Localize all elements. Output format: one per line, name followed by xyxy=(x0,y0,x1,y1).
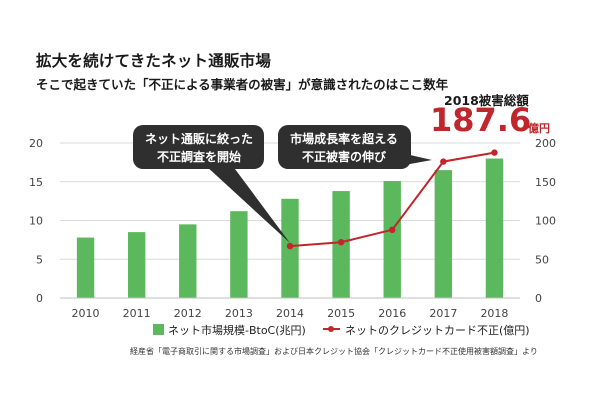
x-tick-label: 2014 xyxy=(276,307,304,320)
x-tick-label: 2010 xyxy=(72,307,100,320)
y-left-tick-label: 15 xyxy=(29,176,43,189)
bar xyxy=(127,232,146,298)
callout-left-line-2: 不正調査を開始 xyxy=(157,149,241,164)
y-right-tick-label: 150 xyxy=(535,176,556,189)
legend-line-marker xyxy=(328,326,334,332)
legend-line-label: ネットのクレジットカード不正(億円) xyxy=(345,324,530,337)
axes: 2010 2011 2012 2013 2014 2015 2016 2017 20180510… xyxy=(29,137,556,320)
x-tick-label: 2013 xyxy=(225,307,253,320)
chart-subtitle: そこで起きていた「不正による事業者の被害」が意識されたのはここ数年 xyxy=(36,77,449,92)
x-tick-label: 2016 xyxy=(378,307,406,320)
legend-bar-label: ネット市場規模-BtoC(兆円) xyxy=(168,323,306,337)
y-right-tick-label: 50 xyxy=(535,253,549,266)
callout-right-line-2: 不正被害の伸び xyxy=(302,149,387,164)
y-right-tick-label: 200 xyxy=(535,137,556,150)
damage-total-label: 2018被害総額 xyxy=(444,93,529,108)
source-note: 経産省「電子商取引に関する市場調査」および日本クレジット協会「クレジットカード不… xyxy=(130,347,538,356)
line-point xyxy=(440,158,447,165)
bar xyxy=(76,237,95,298)
callout-left-line-1: ネット通販に絞った xyxy=(145,131,253,146)
damage-total-value: 187.6 xyxy=(430,101,532,139)
x-tick-label: 2017 xyxy=(429,307,457,320)
y-left-tick-label: 20 xyxy=(29,137,43,150)
x-tick-label: 2011 xyxy=(123,307,151,320)
line-series xyxy=(286,149,498,250)
legend-bar-swatch xyxy=(153,324,164,335)
callouts: ネット通販に絞った 不正調査を開始 市場成長率を超える 不正被害の伸び xyxy=(133,125,432,243)
y-right-tick-label: 0 xyxy=(535,292,542,305)
legend: ネット市場規模-BtoC(兆円) ネットのクレジットカード不正(億円) xyxy=(153,323,530,337)
line-point xyxy=(389,226,396,233)
x-tick-label: 2018 xyxy=(480,307,508,320)
bar xyxy=(434,170,453,298)
bar-series xyxy=(76,158,504,298)
line-point xyxy=(286,242,294,250)
bar xyxy=(383,180,401,298)
bar xyxy=(230,211,248,298)
callout-left-box xyxy=(133,125,264,169)
callout-right-line-1: 市場成長率を超える xyxy=(290,131,398,146)
callout-right-box xyxy=(278,125,411,169)
damage-total-unit: 億円 xyxy=(528,122,550,135)
line-point xyxy=(337,239,345,246)
line-point xyxy=(491,149,498,156)
y-left-tick-label: 5 xyxy=(36,253,43,266)
bar xyxy=(179,224,197,298)
x-tick-label: 2012 xyxy=(174,307,202,320)
chart-title: 拡大を続けてきたネット通販市場 xyxy=(36,52,272,70)
y-left-tick-label: 10 xyxy=(29,215,43,228)
callout-left-pointer xyxy=(205,165,290,243)
bar xyxy=(485,158,504,298)
y-right-tick-label: 100 xyxy=(535,215,556,228)
x-tick-label: 2015 xyxy=(327,307,355,320)
y-left-tick-label: 0 xyxy=(36,292,43,305)
